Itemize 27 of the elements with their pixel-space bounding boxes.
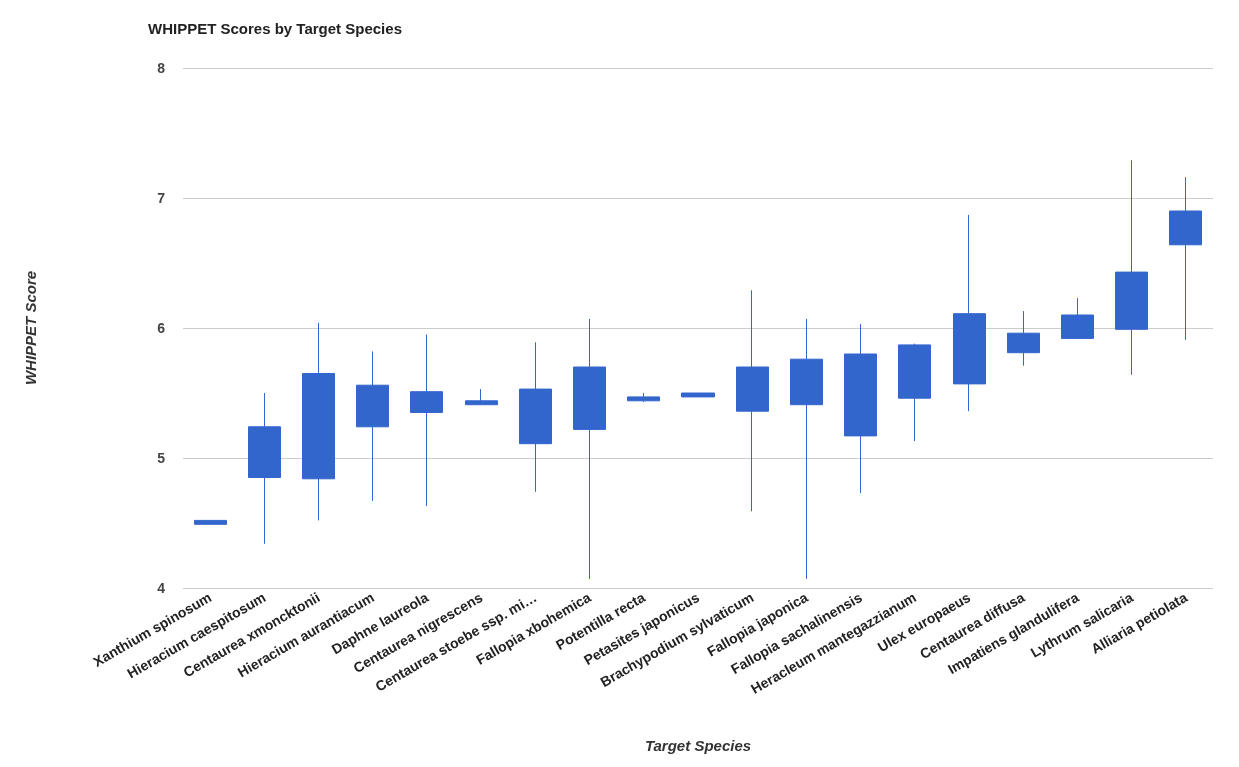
candlestick <box>627 392 660 403</box>
y-tick-label: 8 <box>157 60 166 76</box>
candlestick <box>194 519 227 525</box>
candlestick <box>790 318 823 580</box>
y-tick-label: 6 <box>157 320 166 336</box>
candlestick <box>410 334 443 507</box>
y-axis-title: WHIPPET Score <box>22 270 39 386</box>
y-tick-label: 5 <box>157 450 166 466</box>
candlestick <box>573 318 606 580</box>
x-axis-title: Target Species <box>644 737 752 754</box>
candlestick <box>736 289 769 512</box>
candlestick <box>1007 310 1040 367</box>
candlestick <box>465 388 498 406</box>
y-tick-label: 4 <box>157 580 166 596</box>
chart-title: WHIPPET Scores by Target Species <box>148 20 402 37</box>
candlestick <box>953 214 986 412</box>
candlestick <box>681 392 715 398</box>
candlestick <box>1169 176 1202 341</box>
candlestick <box>898 343 931 442</box>
candlestick <box>1115 159 1148 376</box>
candlestick <box>519 341 552 493</box>
y-tick-label: 7 <box>157 190 166 206</box>
candlestick <box>844 323 877 494</box>
candlestick <box>1061 297 1094 339</box>
candlestick <box>248 392 281 545</box>
candlestick <box>302 322 335 521</box>
candlestick <box>356 350 389 502</box>
